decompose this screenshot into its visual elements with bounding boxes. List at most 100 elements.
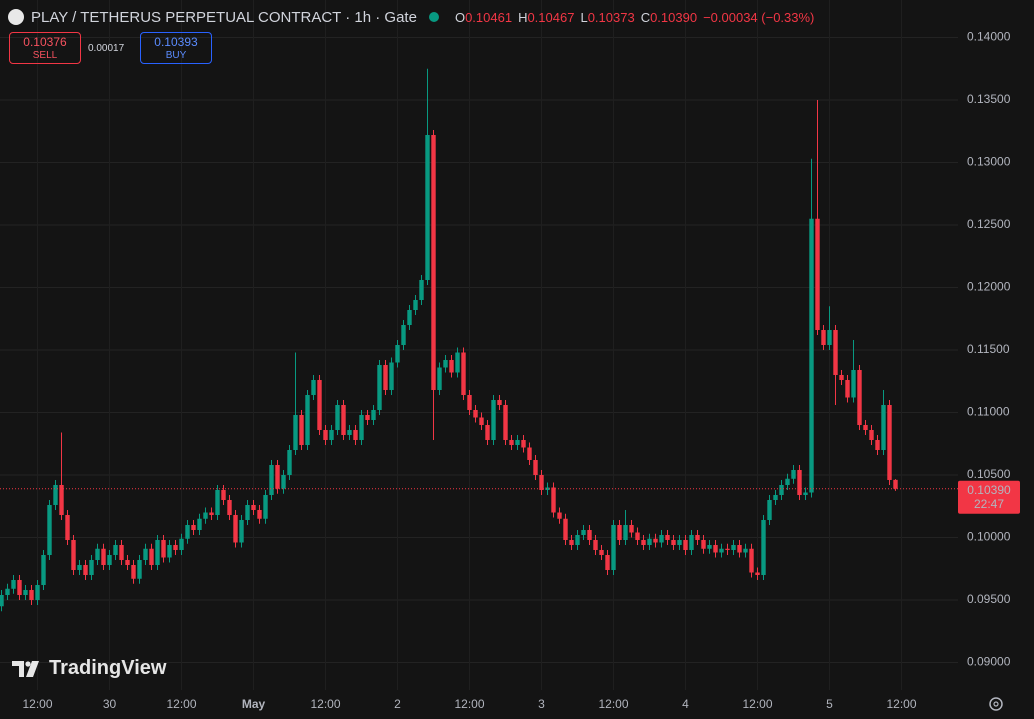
candle-body: [143, 548, 148, 560]
change: −0.00034 (−0.33%): [703, 9, 815, 25]
candle-body: [179, 538, 184, 550]
candle-body: [335, 405, 340, 430]
candle-body: [695, 535, 700, 540]
candle-body: [503, 405, 508, 440]
sell-button[interactable]: 0.10376 SELL: [9, 32, 81, 64]
candle-body: [35, 585, 40, 600]
candle-body: [821, 330, 826, 345]
candle-body: [593, 540, 598, 550]
candle-body: [485, 425, 490, 440]
x-tick-label: 5: [826, 697, 833, 711]
candle-body: [635, 532, 640, 540]
x-tick-label: 12:00: [166, 697, 196, 711]
ohlc-value: 0.10373: [587, 9, 635, 25]
candle-body: [773, 495, 778, 500]
candle-body: [311, 380, 316, 395]
candle-body: [611, 525, 616, 570]
candle-body: [779, 485, 784, 495]
candle-body: [323, 430, 328, 440]
candle-body: [461, 352, 466, 395]
ohlc-key: O: [454, 9, 466, 25]
candle-body: [851, 370, 856, 398]
candle-body: [245, 505, 250, 520]
settings-icon[interactable]: [989, 697, 1003, 711]
candle-body: [623, 525, 628, 540]
candle-body: [545, 487, 550, 490]
y-tick-label: 0.13000: [967, 155, 1011, 169]
candle-body: [581, 530, 586, 535]
candle-body: [365, 415, 370, 420]
candle-body: [641, 540, 646, 545]
candle-body: [0, 595, 4, 607]
candle-body: [239, 520, 244, 543]
y-tick-label: 0.09000: [967, 655, 1011, 669]
y-tick-label: 0.12500: [967, 217, 1011, 231]
candle-body: [269, 465, 274, 495]
candle-body: [869, 430, 874, 440]
candle-body: [191, 525, 196, 530]
candle-body: [425, 135, 430, 280]
candle-body: [551, 487, 556, 513]
candle-body: [569, 540, 574, 545]
candle-body: [833, 330, 838, 375]
market-status: [428, 12, 439, 22]
candle-body: [689, 535, 694, 550]
candle-body: [713, 545, 718, 553]
x-tick-label: 12:00: [310, 697, 340, 711]
buy-button[interactable]: 0.10393 BUY: [140, 32, 212, 64]
candle-body: [305, 395, 310, 445]
candle-body: [737, 545, 742, 553]
candle-body: [497, 400, 502, 405]
candle-body: [71, 540, 76, 570]
candle-body: [161, 540, 166, 558]
candle-body: [839, 375, 844, 380]
candle-body: [5, 588, 10, 595]
candle-body: [401, 325, 406, 345]
candle-body: [233, 515, 238, 543]
candle-body: [659, 535, 664, 543]
plot: [0, 68, 958, 612]
x-tick-label: 30: [103, 697, 117, 711]
candle-body: [701, 540, 706, 549]
x-tick-label: 12:00: [742, 697, 772, 711]
candle-body: [767, 500, 772, 520]
watermark-icon: [12, 660, 39, 677]
candle-body: [653, 538, 658, 543]
candle-body: [383, 365, 388, 390]
sell-label: SELL: [32, 50, 58, 61]
candle-body: [683, 540, 688, 550]
candle-body: [341, 405, 346, 435]
symbol-title: PLAY / TETHERUS PERPETUAL CONTRACT · 1h …: [31, 8, 417, 26]
candle-body: [209, 512, 214, 515]
candle-body: [257, 510, 262, 519]
ohlc-key: L: [580, 9, 588, 25]
candle-body: [809, 218, 814, 493]
candle-body: [29, 590, 34, 600]
candle-body: [605, 555, 610, 570]
candle-body: [281, 475, 286, 489]
candle-body: [347, 430, 352, 435]
candle-body: [95, 548, 100, 560]
last-price-box: [958, 480, 1020, 514]
y-tick-label: 0.14000: [967, 30, 1011, 44]
y-tick-label: 0.13500: [967, 92, 1011, 106]
candle-body: [527, 447, 532, 460]
candle-body: [863, 425, 868, 430]
ohlc-key: C: [640, 9, 651, 25]
y-tick-label: 0.09500: [967, 592, 1011, 606]
candle-body: [575, 535, 580, 545]
candle-body: [83, 565, 88, 575]
sell-price: 0.10376: [23, 35, 67, 49]
candle-body: [275, 465, 280, 489]
symbol-logo: [8, 9, 24, 25]
y-tick-label: 0.11500: [967, 342, 1010, 356]
candle-body: [677, 540, 682, 545]
ohlc-value: 0.10461: [465, 9, 513, 25]
y-tick-label: 0.10000: [967, 530, 1011, 544]
candle-body: [137, 560, 142, 579]
candle-body: [629, 525, 634, 533]
candle-body: [599, 550, 604, 555]
candle-body: [797, 470, 802, 495]
ohlc: O 0.10461 H 0.10467 L 0.10373 C 0.10390 −0.0…: [449, 10, 814, 25]
